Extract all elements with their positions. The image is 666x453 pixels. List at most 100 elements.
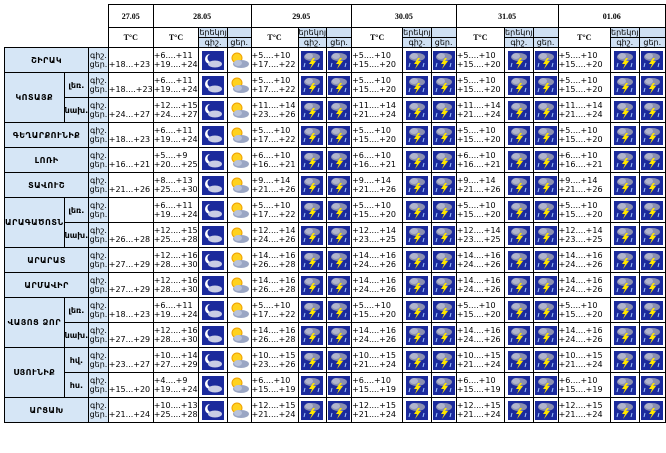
night-temp: +6....+11 [153,51,193,60]
forecast-table: 27.05 28.05 29.05 30.05 31.05 01.06 T°C T… [3,4,666,423]
date-3: 29.05 [250,4,353,28]
thunderstorm-icon [507,50,530,70]
day-temp: +23....+26 [251,110,296,119]
thunderstorm-icon [328,400,351,420]
night-weather-cell [610,272,640,298]
evening-label: երեկոյ [611,28,639,38]
sub-region-label: լեռ. [63,297,90,323]
thunderstorm-icon [613,50,636,70]
temperature-cell: +12....+15 +21....+24 [455,397,506,423]
date-5: 31.05 [455,4,559,28]
thunderstorm-icon [328,300,351,320]
day-header-6: ցեր. [638,27,666,48]
temp-header-1: T°C [107,27,154,48]
moon-cloud-icon [202,125,225,145]
thunderstorm-icon [301,50,324,70]
temperature-cell: +14....+16 +24....+26 [557,272,612,298]
region-name: ԱՐՑԱԽ [3,397,90,423]
table-row: ԱՐԱՐԱՏ գիշ. ցեր. +27...+29 +12....+16 +28...… [3,247,666,273]
day-weather-cell [430,47,457,73]
thunderstorm-icon [432,75,455,95]
night-temp: +5....+10 [456,201,496,210]
day-weather-cell [638,372,666,398]
night-weather-cell [610,172,640,198]
thunderstorm-icon [405,50,428,70]
thunderstorm-icon [405,400,428,420]
day-weather-cell [226,322,252,348]
temperature-cell: +21...+24 [107,397,154,423]
temperature-cell: +14....+16 +24....+26 [557,322,612,348]
thunderstorm-icon [301,300,324,320]
thunderstorm-icon [613,275,636,295]
night-weather-cell [198,397,228,423]
day-temp: +15...+20 [108,385,151,394]
day-label: ցեր. [330,38,348,47]
thunderstorm-icon [507,75,530,95]
day-weather-cell [430,122,457,148]
night-temp: +5....+10 [558,126,598,135]
day-temp: +21...+26 [108,185,151,194]
night-weather-cell [297,347,328,373]
night-temp: +5....+10 [456,301,496,310]
thunderstorm-icon [534,375,557,395]
day-weather-cell [226,72,252,98]
day-weather-cell [430,247,457,273]
day-temp: +18...+23 [108,135,151,144]
temperature-cell: +26...+28 [107,222,154,248]
moon-cloud-icon [202,200,225,220]
thunderstorm-icon [432,250,455,270]
moon-cloud-icon [202,375,225,395]
day-temp: +15....+19 [251,385,296,394]
table-row: ՇԻՐԱԿ գիշ. ցեր. +18...+23 +6....+11 +19....+… [3,47,666,73]
temperature-cell: +5....+10 +15....+20 [455,297,506,323]
day-weather-cell [226,397,252,423]
night-weather-cell [297,247,328,273]
night-temp: +10....+15 [352,351,397,360]
thunderstorm-icon [507,250,530,270]
temperature-cell: +5....+10 +15....+20 [557,47,612,73]
temperature-cell: +18....+23 [107,72,154,98]
day-weather-cell [638,247,666,273]
day-weather-cell [430,172,457,198]
temperature-cell: +5....+10 +15....+20 [351,122,404,148]
night-weather-cell [610,197,640,223]
thunderstorm-icon [328,100,351,120]
night-row-label: գիշ. [90,151,107,160]
day-weather-cell [326,147,353,173]
temperature-cell: +5....+10 +15....+20 [455,122,506,148]
day-temp: +28....+30 [153,285,198,294]
time-labels: գիշ. ցեր. [88,247,109,273]
temperature-cell: +15...+20 [107,372,154,398]
thunderstorm-icon [405,250,428,270]
day-weather-cell [326,272,353,298]
day-row-label: ցեր. [89,110,108,119]
thunderstorm-icon [641,50,664,70]
table-row: հս. գիշ. ցեր. +15...+20 +4....+9 +19....+24 +… [5,372,666,398]
night-temp [109,101,153,110]
day-temp: +24....+26 [558,260,603,269]
day-weather-cell [638,47,666,73]
time-labels: գիշ. ցեր. [88,197,109,223]
moon-cloud-icon [202,75,225,95]
thunderstorm-icon [641,400,664,420]
day-temp: +21....+24 [456,410,501,419]
night-temp: +14....+16 [558,276,603,285]
night-temp: +9....+14 [558,176,598,185]
thunderstorm-icon [613,200,636,220]
sub-region-label: նախ. [63,322,90,348]
thunderstorm-icon [432,400,455,420]
sub-region-label: լեռ. [63,197,90,223]
time-labels: գիշ. ցեր. [88,322,109,348]
night-weather-cell [504,372,534,398]
sun-cloud-icon [228,150,251,170]
day-temp: +21...+24 [108,410,151,419]
day-temp: +24....+26 [456,335,501,344]
day-weather-cell [226,122,252,148]
day-temp: +21....+26 [456,185,501,194]
day-weather-cell [226,272,252,298]
temperature-cell: +6....+10 +16....+21 [351,147,404,173]
night-temp [109,176,153,185]
night-weather-cell [610,97,640,123]
thunderstorm-icon [507,375,530,395]
night-temp: +6....+10 [352,151,391,160]
